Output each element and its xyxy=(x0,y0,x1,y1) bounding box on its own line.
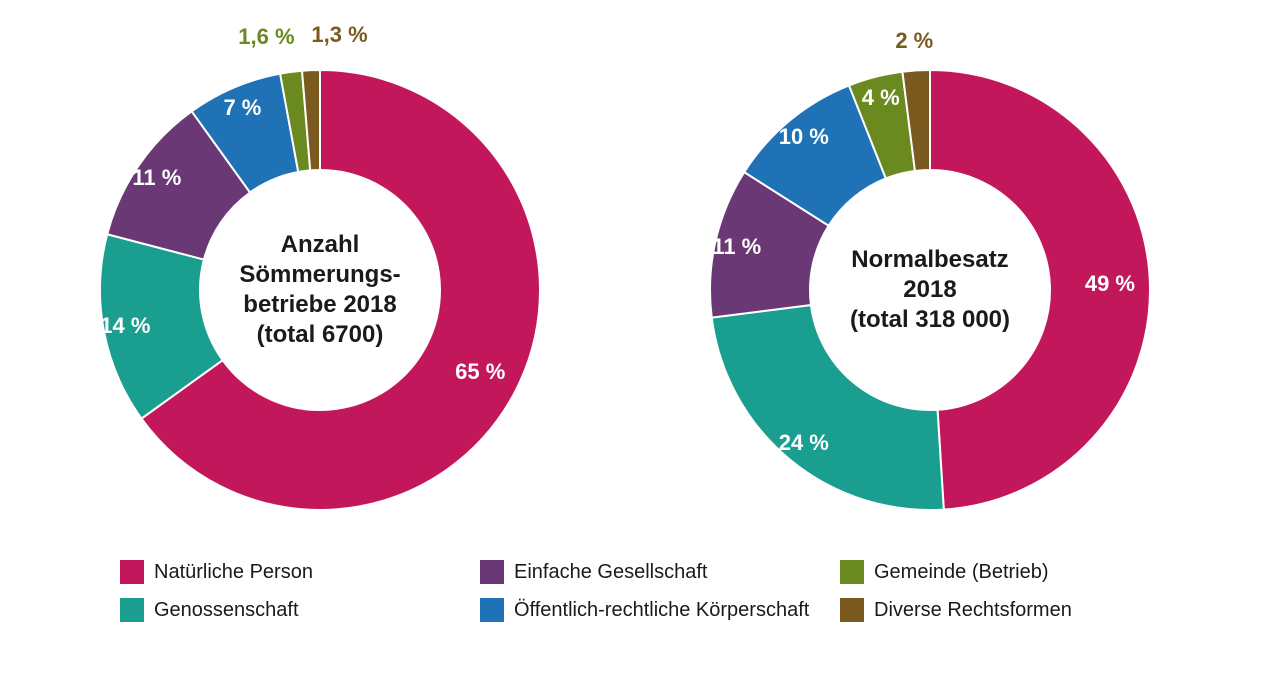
legend-swatch xyxy=(120,560,144,584)
slice-genossenschaft xyxy=(712,305,944,510)
legend-item-einfache_ges: Einfache Gesellschaft xyxy=(480,560,820,584)
legend-label: Diverse Rechtsformen xyxy=(874,599,1072,622)
legend-swatch xyxy=(480,598,504,622)
legend-item-gemeinde: Gemeinde (Betrieb) xyxy=(840,560,1180,584)
legend-label: Gemeinde (Betrieb) xyxy=(874,561,1049,584)
legend-label: Einfache Gesellschaft xyxy=(514,561,707,584)
legend-label: Öffentlich-rechtliche Körperschaft xyxy=(514,599,809,622)
legend-item-natuerliche_person: Natürliche Person xyxy=(120,560,460,584)
donut-chart-normalbesatz: 49 %24 %11 %10 %4 %2 %Normalbesatz2018(t… xyxy=(710,70,1150,510)
donut-chart-anzahl: 65 %14 %11 %7 %1,6 %1,3 %AnzahlSömmerung… xyxy=(100,70,540,510)
slice-outside-label: 1,3 % xyxy=(311,22,367,48)
legend: Natürliche Person Einfache Gesellschaft Ge… xyxy=(120,560,1180,622)
chart-stage: 65 %14 %11 %7 %1,6 %1,3 %AnzahlSömmerung… xyxy=(0,0,1280,683)
legend-swatch xyxy=(120,598,144,622)
legend-item-diverse: Diverse Rechtsformen xyxy=(840,598,1180,622)
legend-item-oeff_koerperschaft: Öffentlich-rechtliche Körperschaft xyxy=(480,598,820,622)
legend-swatch xyxy=(840,598,864,622)
slice-outside-label: 2 % xyxy=(895,28,933,54)
slice-outside-label: 1,6 % xyxy=(238,24,294,50)
legend-swatch xyxy=(840,560,864,584)
slice-natuerliche_person xyxy=(930,70,1150,510)
legend-item-genossenschaft: Genossenschaft xyxy=(120,598,460,622)
legend-label: Genossenschaft xyxy=(154,599,299,622)
legend-label: Natürliche Person xyxy=(154,561,313,584)
legend-swatch xyxy=(480,560,504,584)
